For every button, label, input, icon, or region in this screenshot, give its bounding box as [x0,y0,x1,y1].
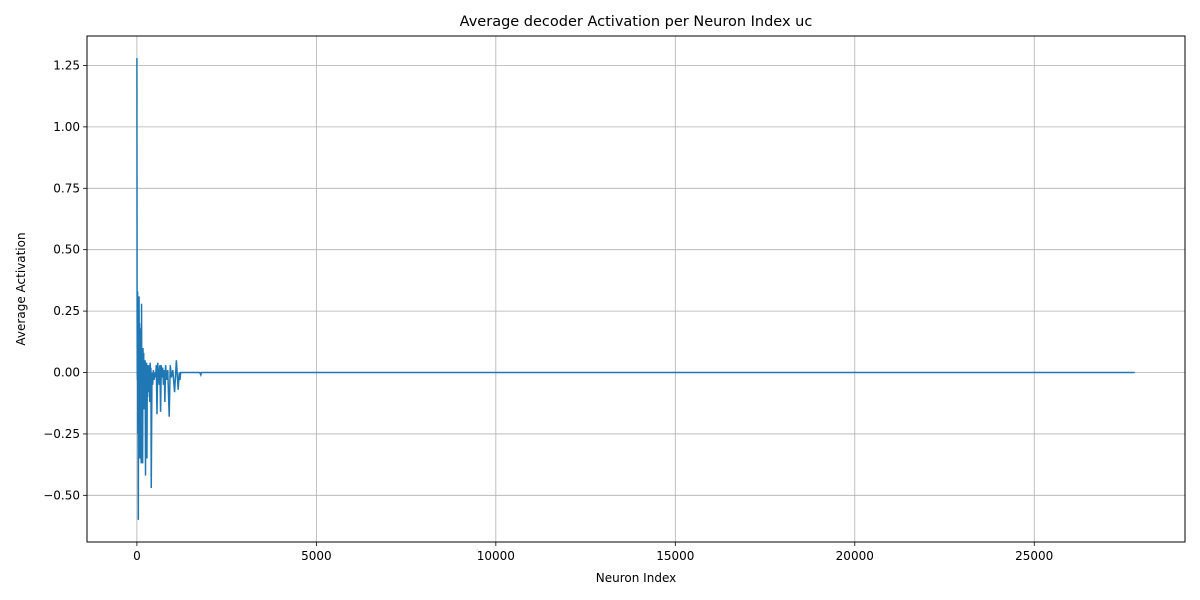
y-tick-label: 1.25 [53,58,80,72]
x-axis-ticks: 0 5000 10000 15000 20000 25000 [133,542,1053,563]
x-tick-label: 15000 [656,549,694,563]
x-tick-label: 20000 [836,549,874,563]
x-gridlines [136,36,1035,542]
y-gridlines [87,65,1185,496]
x-tick-label: 0 [133,549,141,563]
y-axis-ticks: −0.50 −0.25 0.00 0.25 0.50 0.75 1.00 1.25 [43,58,87,502]
series-line [136,58,1135,520]
y-tick-label: 0.50 [53,243,80,257]
y-tick-label: 0.25 [53,304,80,318]
y-axis-label: Average Activation [14,232,28,345]
y-tick-label: 0.00 [53,366,80,380]
x-axis-label: Neuron Index [596,571,676,585]
y-tick-label: 0.75 [53,181,80,195]
plot-frame [86,35,1186,543]
y-tick-label: 1.00 [53,120,80,134]
y-tick-label: −0.50 [43,488,80,502]
y-tick-label: −0.25 [43,427,80,441]
chart-title: Average decoder Activation per Neuron In… [460,14,813,30]
x-tick-label: 10000 [477,549,515,563]
x-tick-label: 25000 [1015,549,1053,563]
x-tick-label: 5000 [301,549,332,563]
